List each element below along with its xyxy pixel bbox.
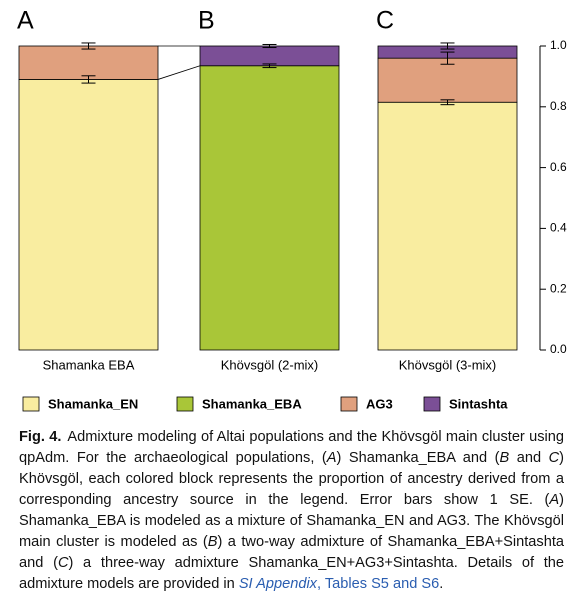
caption-text: ) a two-way admixture of Shamanka_EBA+Si…	[19, 534, 564, 571]
chart: A Shamanka EBA B Khövsgöl (2-mix) C Khövsgöl …	[17, 7, 567, 412]
caption-text: and	[509, 450, 549, 466]
bar-segment	[199, 65, 340, 351]
panel-label: B	[198, 7, 215, 35]
panel-label: C	[376, 7, 394, 35]
legend-label: AG3	[366, 396, 393, 411]
caption-label: Fig. 4.	[19, 429, 62, 445]
caption-text: C	[548, 450, 560, 466]
y-tick-label: 0.8	[550, 99, 567, 113]
y-tick-label: 0.4	[550, 221, 567, 235]
caption-text: ) Shamanka_EBA and (	[336, 450, 500, 466]
legend-swatch	[176, 396, 194, 412]
legend-swatch	[340, 396, 358, 412]
bar-segment	[377, 57, 518, 103]
caption-text: Admixture modeling of Altai populations …	[19, 429, 564, 466]
connector	[157, 65, 201, 80]
caption-text: B	[499, 450, 510, 466]
caption-text: .	[439, 576, 444, 592]
bar-segment	[377, 101, 518, 351]
caption-text: B	[207, 534, 218, 550]
legend-swatch	[22, 396, 40, 412]
caption-text: A	[326, 450, 337, 466]
bar-segment	[18, 45, 159, 80]
error-bar	[262, 43, 277, 49]
y-tick-label: 1.0	[550, 38, 567, 52]
caption-text: ) a three-way admixture Shamanka_EN+AG3+…	[19, 555, 565, 592]
bar-segment	[199, 45, 340, 67]
error-bar	[262, 63, 277, 69]
caption-text: A	[549, 492, 560, 508]
legend-label: Shamanka_EBA	[202, 396, 302, 411]
caption-text: C	[57, 555, 69, 571]
error-bar	[440, 42, 455, 50]
y-tick-label: 0.6	[550, 160, 567, 174]
caption-text: ) Shamanka_EBA is modeled as a mixture o…	[19, 492, 564, 550]
caption-text: ) Khövsgöl, each colored block represent…	[19, 450, 565, 508]
legend-label: Shamanka_EN	[48, 396, 138, 411]
panel-label: A	[17, 7, 34, 35]
legend-swatch	[423, 396, 441, 412]
x-tick-label: Khövsgöl (2-mix)	[221, 357, 319, 372]
caption-link[interactable]: , Tables S5 and S6	[316, 576, 440, 592]
x-tick-label: Khövsgöl (3-mix)	[399, 357, 497, 372]
error-bar	[81, 42, 96, 50]
error-bar	[440, 51, 455, 65]
bar-segment	[18, 79, 159, 351]
error-bar	[81, 75, 96, 84]
legend-label: Sintashta	[449, 396, 508, 411]
caption-link[interactable]: SI Appendix	[238, 576, 317, 592]
caption: Fig. 4. Admixture modeling of Altai popul…	[19, 427, 564, 595]
x-tick-label: Shamanka EBA	[43, 357, 135, 372]
y-tick-label: 0.2	[550, 281, 567, 295]
y-tick-label: 0.0	[550, 342, 567, 356]
error-bar	[440, 99, 455, 106]
